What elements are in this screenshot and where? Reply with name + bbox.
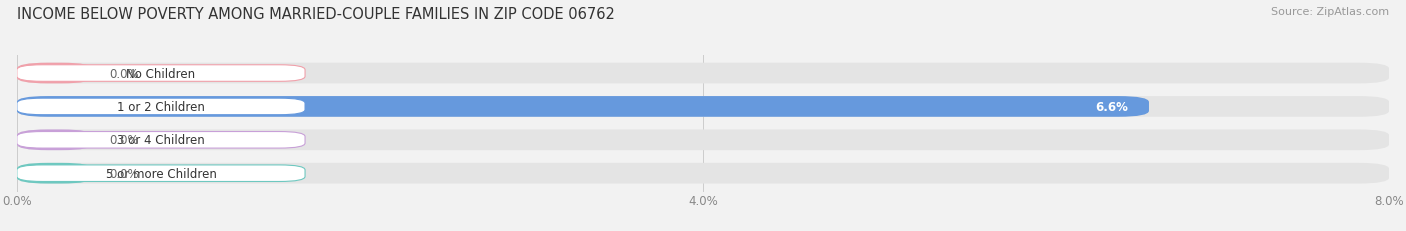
Text: 0.0%: 0.0% [110,134,139,147]
Text: 1 or 2 Children: 1 or 2 Children [117,100,205,113]
FancyBboxPatch shape [17,163,1389,184]
Text: No Children: No Children [127,67,195,80]
FancyBboxPatch shape [17,99,305,115]
FancyBboxPatch shape [17,132,305,149]
Text: 0.0%: 0.0% [110,167,139,180]
FancyBboxPatch shape [17,165,305,182]
Text: INCOME BELOW POVERTY AMONG MARRIED-COUPLE FAMILIES IN ZIP CODE 06762: INCOME BELOW POVERTY AMONG MARRIED-COUPL… [17,7,614,22]
FancyBboxPatch shape [17,97,1149,117]
Text: Source: ZipAtlas.com: Source: ZipAtlas.com [1271,7,1389,17]
Text: 5 or more Children: 5 or more Children [105,167,217,180]
FancyBboxPatch shape [17,130,93,151]
FancyBboxPatch shape [17,64,1389,84]
Text: 0.0%: 0.0% [110,67,139,80]
FancyBboxPatch shape [17,163,93,184]
FancyBboxPatch shape [17,97,1389,117]
FancyBboxPatch shape [17,64,93,84]
FancyBboxPatch shape [17,65,305,82]
Text: 6.6%: 6.6% [1095,100,1129,113]
Text: 3 or 4 Children: 3 or 4 Children [117,134,205,147]
FancyBboxPatch shape [17,130,1389,151]
